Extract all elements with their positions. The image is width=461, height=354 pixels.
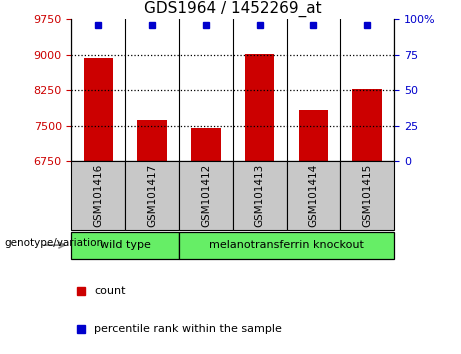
Bar: [191, 128, 221, 161]
FancyBboxPatch shape: [179, 232, 394, 259]
Text: count: count: [94, 286, 125, 297]
Bar: [353, 89, 382, 161]
Text: GSM101413: GSM101413: [254, 164, 265, 227]
Text: wild type: wild type: [100, 240, 151, 250]
FancyBboxPatch shape: [71, 232, 179, 259]
FancyBboxPatch shape: [125, 161, 179, 230]
Text: GSM101415: GSM101415: [362, 164, 372, 227]
FancyBboxPatch shape: [179, 161, 233, 230]
FancyBboxPatch shape: [287, 161, 340, 230]
Text: percentile rank within the sample: percentile rank within the sample: [94, 324, 282, 334]
Bar: [83, 58, 113, 161]
FancyBboxPatch shape: [71, 161, 125, 230]
Bar: [245, 55, 274, 161]
FancyBboxPatch shape: [233, 161, 287, 230]
FancyBboxPatch shape: [340, 161, 394, 230]
Bar: [299, 110, 328, 161]
Text: GSM101414: GSM101414: [308, 164, 319, 227]
Text: genotype/variation: genotype/variation: [5, 238, 104, 249]
Text: GSM101416: GSM101416: [93, 164, 103, 227]
Text: GSM101417: GSM101417: [147, 164, 157, 227]
Title: GDS1964 / 1452269_at: GDS1964 / 1452269_at: [144, 0, 322, 17]
Text: GSM101412: GSM101412: [201, 164, 211, 227]
Bar: [137, 120, 167, 161]
Text: melanotransferrin knockout: melanotransferrin knockout: [209, 240, 364, 250]
